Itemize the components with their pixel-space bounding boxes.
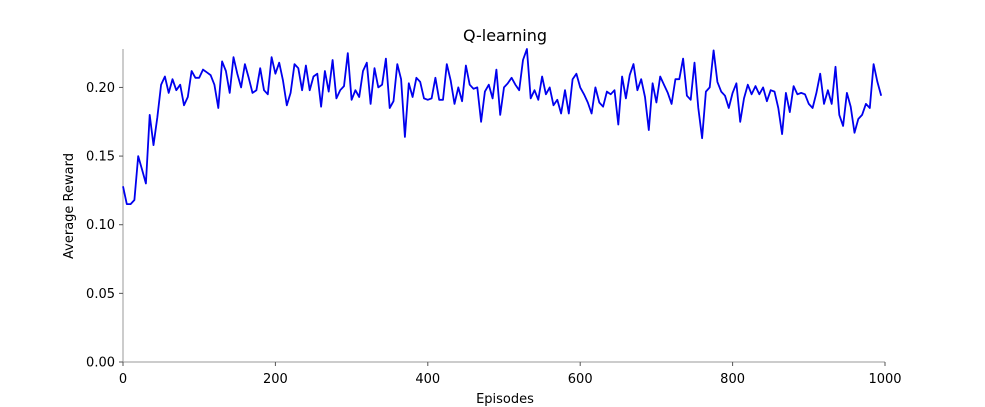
axes: [122, 49, 885, 363]
x-tick-label: 800: [720, 372, 745, 387]
y-tick-label: 0.05: [86, 287, 115, 302]
y-tick-label: 0.10: [86, 218, 115, 233]
x-ticks: 0 200 400 600 800 1000: [119, 362, 902, 387]
y-tick-label: 0.00: [86, 356, 115, 371]
x-tick-label: 0: [119, 372, 127, 387]
series-line: [122, 48, 883, 206]
y-tick-label: 0.20: [86, 81, 115, 96]
y-tick-label: 0.15: [86, 150, 115, 165]
chart-title: Q-learning: [463, 26, 547, 45]
x-tick-label: 400: [415, 372, 440, 387]
plot-area: [122, 48, 883, 206]
y-axis-label: Average Reward: [62, 153, 77, 259]
y-ticks: 0.00 0.05 0.10 0.15 0.20: [86, 81, 123, 371]
x-tick-label: 200: [263, 372, 288, 387]
x-tick-label: 1000: [868, 372, 901, 387]
x-tick-label: 600: [568, 372, 593, 387]
x-axis-label: Episodes: [476, 392, 534, 407]
